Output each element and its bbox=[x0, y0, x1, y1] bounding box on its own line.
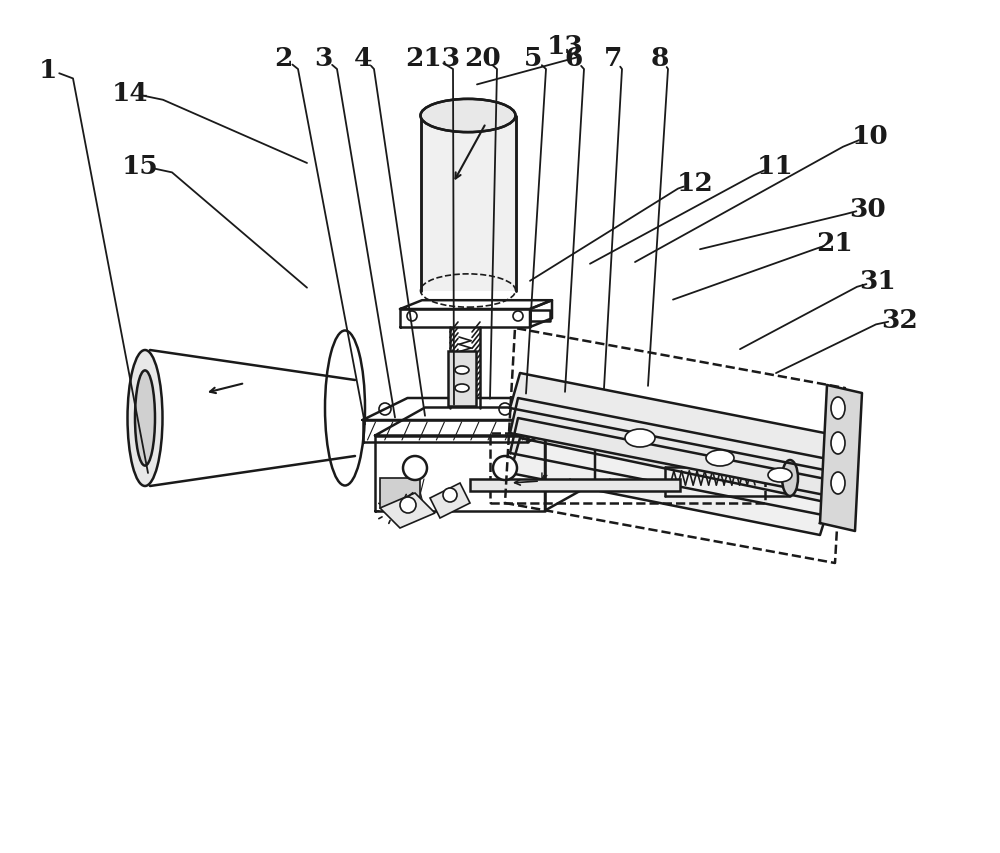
Text: 7: 7 bbox=[604, 45, 622, 71]
Text: 213: 213 bbox=[405, 45, 461, 71]
Text: 12: 12 bbox=[677, 171, 713, 196]
Polygon shape bbox=[510, 438, 830, 536]
Ellipse shape bbox=[128, 351, 163, 486]
Text: 32: 32 bbox=[882, 307, 918, 333]
Circle shape bbox=[400, 497, 416, 514]
Ellipse shape bbox=[421, 100, 516, 133]
Polygon shape bbox=[820, 386, 862, 531]
Ellipse shape bbox=[831, 432, 845, 455]
Circle shape bbox=[407, 311, 417, 322]
Text: 30: 30 bbox=[850, 196, 886, 222]
Circle shape bbox=[499, 403, 511, 415]
Polygon shape bbox=[510, 374, 850, 473]
Text: 20: 20 bbox=[465, 45, 501, 71]
Text: 6: 6 bbox=[564, 45, 582, 71]
Text: 31: 31 bbox=[860, 269, 896, 294]
Polygon shape bbox=[380, 479, 420, 508]
Polygon shape bbox=[510, 419, 846, 519]
Polygon shape bbox=[380, 493, 435, 528]
Bar bbox=[448, 351, 476, 406]
Circle shape bbox=[513, 311, 523, 322]
Ellipse shape bbox=[625, 430, 655, 448]
Ellipse shape bbox=[135, 371, 155, 466]
Text: 3: 3 bbox=[314, 45, 332, 71]
Circle shape bbox=[379, 403, 391, 415]
Text: 21: 21 bbox=[817, 230, 853, 256]
Ellipse shape bbox=[768, 468, 792, 483]
Ellipse shape bbox=[455, 385, 469, 392]
Text: 2: 2 bbox=[274, 45, 292, 71]
Ellipse shape bbox=[831, 397, 845, 420]
Polygon shape bbox=[421, 116, 516, 291]
Text: 13: 13 bbox=[547, 34, 583, 60]
Ellipse shape bbox=[706, 450, 734, 467]
Text: 4: 4 bbox=[354, 45, 372, 71]
Ellipse shape bbox=[782, 461, 798, 496]
Ellipse shape bbox=[831, 473, 845, 495]
Text: 11: 11 bbox=[757, 154, 793, 179]
Text: 8: 8 bbox=[651, 45, 669, 71]
Text: 15: 15 bbox=[122, 154, 158, 179]
Text: 1: 1 bbox=[39, 57, 57, 83]
Text: 10: 10 bbox=[852, 124, 888, 149]
Ellipse shape bbox=[455, 367, 469, 374]
Circle shape bbox=[493, 456, 517, 480]
Circle shape bbox=[443, 489, 457, 502]
Bar bbox=[470, 479, 680, 491]
Polygon shape bbox=[510, 398, 848, 498]
Circle shape bbox=[403, 456, 427, 480]
Polygon shape bbox=[430, 484, 470, 519]
Text: 5: 5 bbox=[524, 45, 542, 71]
Text: 14: 14 bbox=[112, 81, 148, 107]
